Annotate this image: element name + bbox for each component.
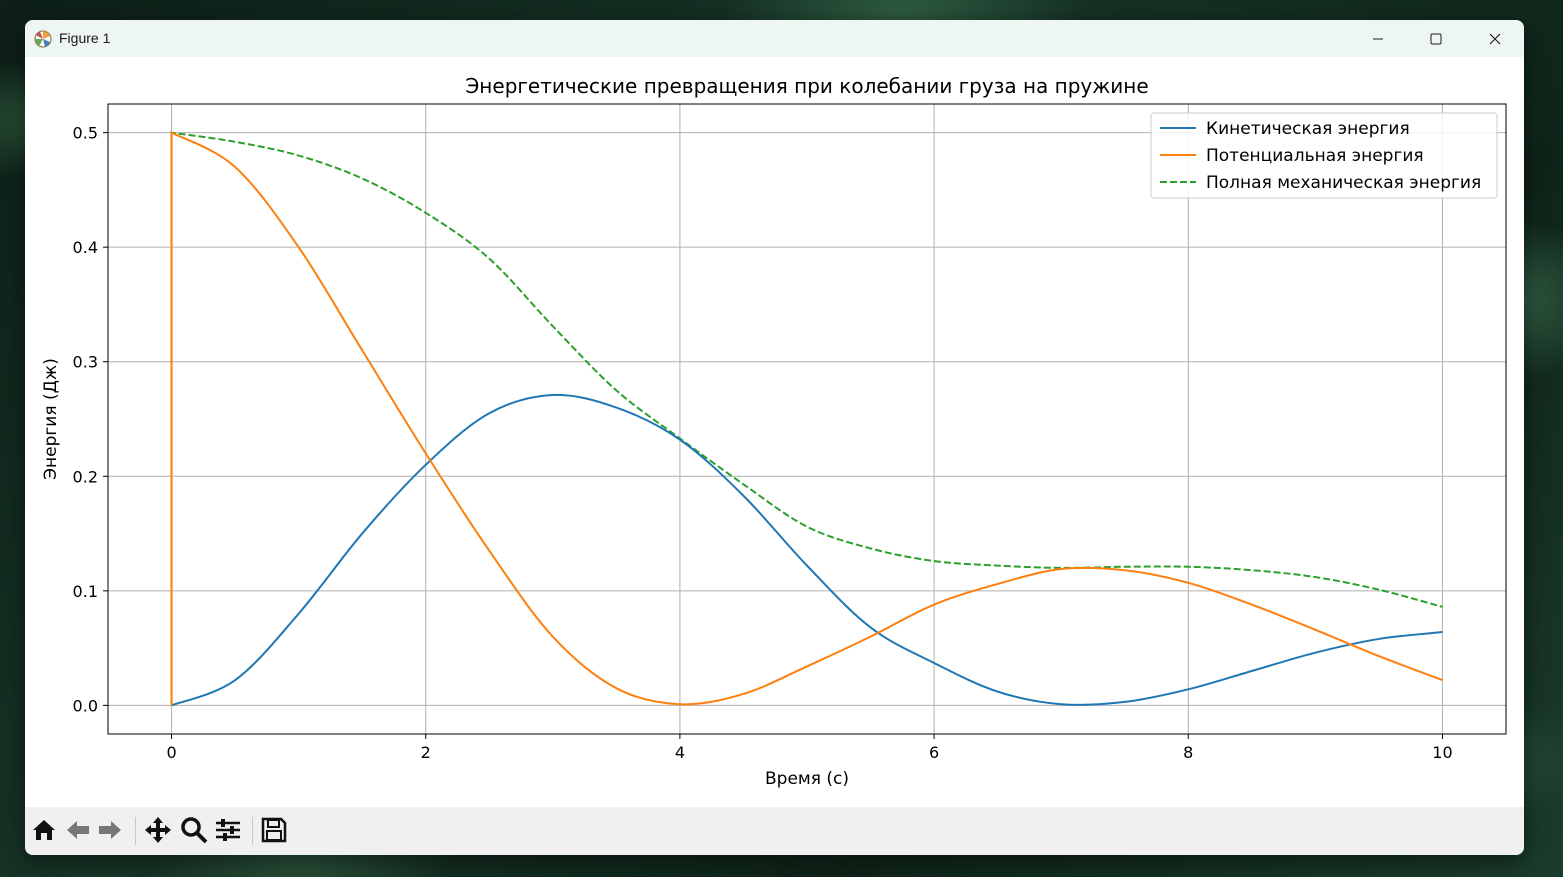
y-tick-label: 0.5 — [73, 124, 98, 143]
figure-window: Figure 1 0 2 4 6 8 10 0.0 0.1 0.2 0.3 0.4 0.5 Энерг… — [25, 20, 1524, 855]
x-tick-label: 2 — [421, 743, 431, 762]
zoom-magnifier-icon — [180, 816, 208, 848]
zoom-button[interactable] — [179, 817, 209, 847]
window-title: Figure 1 — [59, 30, 111, 46]
title-bar[interactable]: Figure 1 — [25, 20, 1524, 57]
legend-label-kinetic: Кинетическая энергия — [1206, 119, 1410, 139]
x-tick-label: 8 — [1183, 743, 1193, 762]
x-tick-label: 4 — [675, 743, 685, 762]
x-tick-label: 10 — [1432, 743, 1452, 762]
home-button[interactable] — [29, 817, 59, 847]
y-tick-label: 0.0 — [73, 696, 98, 715]
close-button[interactable] — [1466, 20, 1524, 57]
ticks: 0 2 4 6 8 10 0.0 0.1 0.2 0.3 0.4 0.5 — [73, 124, 1453, 762]
minimize-button[interactable] — [1349, 20, 1407, 57]
series-layer — [170, 130, 1443, 707]
configure-subplots-button[interactable] — [213, 817, 243, 847]
energy-chart: 0 2 4 6 8 10 0.0 0.1 0.2 0.3 0.4 0.5 Энергетические… — [41, 74, 1507, 789]
y-tick-label: 0.2 — [73, 467, 98, 486]
back-arrow-icon — [65, 817, 91, 847]
grid — [108, 104, 1506, 734]
matplotlib-icon — [33, 29, 53, 49]
x-axis-label: Время (с) — [765, 769, 849, 789]
save-disk-icon — [261, 817, 287, 847]
minimize-icon — [1372, 33, 1384, 45]
series-line-kinetic — [171, 393, 1443, 707]
close-icon — [1489, 33, 1501, 45]
home-icon — [31, 817, 57, 847]
y-tick-label: 0.4 — [73, 238, 98, 257]
forward-arrow-icon — [97, 817, 123, 847]
maximize-icon — [1430, 33, 1442, 45]
legend-label-potential: Потенциальная энергия — [1206, 146, 1424, 166]
pan-move-icon — [144, 816, 172, 848]
y-tick-label: 0.3 — [73, 353, 98, 372]
chart-title: Энергетические превращения при колебании… — [465, 74, 1148, 98]
toolbar-separator — [135, 817, 136, 845]
y-axis-label: Энергия (Дж) — [41, 358, 61, 480]
save-button[interactable] — [259, 817, 289, 847]
navigation-toolbar — [25, 807, 1524, 855]
x-tick-label: 0 — [166, 743, 176, 762]
y-tick-label: 0.1 — [73, 582, 98, 601]
series-line-total — [170, 131, 1443, 706]
legend: Кинетическая энергия Потенциальная энерги… — [1150, 112, 1498, 199]
maximize-button[interactable] — [1407, 20, 1465, 57]
axes-frame — [107, 103, 1507, 735]
legend-box — [1150, 112, 1498, 199]
series-line-potential — [170, 130, 1443, 706]
x-tick-label: 6 — [929, 743, 939, 762]
pan-button[interactable] — [143, 817, 173, 847]
legend-label-total: Полная механическая энергия — [1206, 173, 1481, 193]
toolbar-separator — [252, 817, 253, 845]
forward-button[interactable] — [95, 817, 125, 847]
configure-subplots-icon — [214, 816, 242, 848]
back-button[interactable] — [63, 817, 93, 847]
plot-canvas[interactable]: 0 2 4 6 8 10 0.0 0.1 0.2 0.3 0.4 0.5 Энергетические… — [25, 57, 1524, 807]
